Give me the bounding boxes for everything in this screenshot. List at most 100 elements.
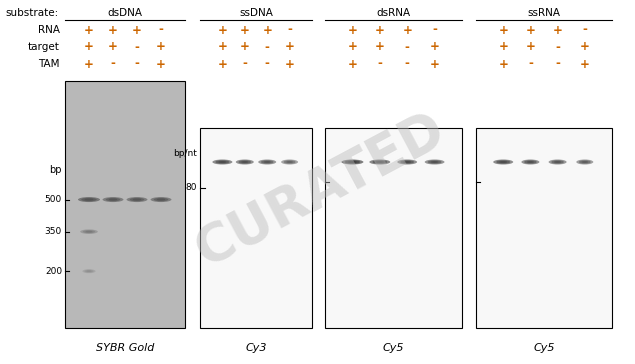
Ellipse shape bbox=[105, 198, 120, 201]
Text: +: + bbox=[156, 58, 166, 71]
Ellipse shape bbox=[551, 160, 564, 164]
Ellipse shape bbox=[239, 160, 251, 164]
Ellipse shape bbox=[398, 159, 417, 165]
Text: -: - bbox=[555, 58, 560, 71]
Text: -: - bbox=[265, 40, 270, 54]
Text: dsDNA: dsDNA bbox=[107, 8, 142, 18]
Ellipse shape bbox=[84, 270, 93, 273]
Ellipse shape bbox=[370, 159, 391, 165]
Text: +: + bbox=[525, 24, 535, 36]
Ellipse shape bbox=[376, 161, 384, 163]
Text: +: + bbox=[284, 58, 295, 71]
Text: +: + bbox=[156, 40, 166, 54]
Text: dsRNA: dsRNA bbox=[376, 8, 410, 18]
Text: +: + bbox=[580, 40, 590, 54]
Text: -: - bbox=[135, 58, 140, 71]
Text: +: + bbox=[217, 58, 227, 71]
Text: bp/nt: bp/nt bbox=[173, 149, 197, 158]
Text: +: + bbox=[402, 24, 412, 36]
Text: Cy5: Cy5 bbox=[383, 343, 404, 353]
Text: bp: bp bbox=[50, 165, 62, 175]
Text: -: - bbox=[432, 24, 437, 36]
Ellipse shape bbox=[554, 161, 561, 163]
Text: +: + bbox=[347, 40, 358, 54]
Text: +: + bbox=[498, 40, 508, 54]
Text: 200: 200 bbox=[45, 267, 62, 276]
Ellipse shape bbox=[212, 159, 232, 165]
Text: +: + bbox=[240, 40, 250, 54]
Ellipse shape bbox=[126, 197, 147, 202]
Ellipse shape bbox=[284, 160, 295, 164]
Ellipse shape bbox=[86, 270, 91, 272]
Bar bbox=[476, 128, 612, 328]
Ellipse shape bbox=[348, 161, 357, 163]
Text: target: target bbox=[28, 42, 60, 52]
Text: -: - bbox=[243, 58, 247, 71]
Text: +: + bbox=[430, 58, 439, 71]
Text: +: + bbox=[375, 24, 385, 36]
Ellipse shape bbox=[86, 231, 93, 233]
Bar bbox=[200, 128, 312, 328]
Ellipse shape bbox=[527, 161, 534, 163]
Text: +: + bbox=[525, 40, 535, 54]
Text: +: + bbox=[217, 40, 227, 54]
Text: -: - bbox=[159, 24, 163, 36]
Text: ssRNA: ssRNA bbox=[528, 8, 561, 18]
Text: +: + bbox=[430, 40, 439, 54]
Ellipse shape bbox=[493, 159, 513, 165]
Ellipse shape bbox=[400, 160, 414, 164]
Ellipse shape bbox=[261, 160, 274, 164]
Text: SYBR Gold: SYBR Gold bbox=[96, 343, 154, 353]
Text: -: - bbox=[265, 58, 270, 71]
Text: +: + bbox=[375, 40, 385, 54]
Ellipse shape bbox=[83, 269, 96, 273]
Text: ssDNA: ssDNA bbox=[239, 8, 273, 18]
Ellipse shape bbox=[373, 160, 387, 164]
Ellipse shape bbox=[521, 159, 539, 165]
Text: 500: 500 bbox=[44, 195, 62, 204]
Text: -: - bbox=[110, 58, 116, 71]
Ellipse shape bbox=[83, 230, 95, 233]
Text: Cy3: Cy3 bbox=[245, 343, 267, 353]
Ellipse shape bbox=[215, 160, 229, 164]
Ellipse shape bbox=[286, 161, 293, 163]
Text: -: - bbox=[287, 24, 292, 36]
Ellipse shape bbox=[264, 161, 271, 163]
Ellipse shape bbox=[549, 159, 566, 165]
Text: +: + bbox=[217, 24, 227, 36]
Text: +: + bbox=[580, 58, 590, 71]
Text: +: + bbox=[552, 24, 563, 36]
Text: +: + bbox=[132, 24, 142, 36]
Ellipse shape bbox=[524, 160, 537, 164]
Ellipse shape bbox=[258, 159, 276, 165]
Ellipse shape bbox=[403, 161, 411, 163]
Text: +: + bbox=[498, 58, 508, 71]
Ellipse shape bbox=[157, 198, 165, 201]
Ellipse shape bbox=[345, 160, 360, 164]
Text: 80: 80 bbox=[185, 183, 197, 193]
Ellipse shape bbox=[150, 197, 171, 202]
Text: Cy5: Cy5 bbox=[533, 343, 555, 353]
Bar bbox=[65, 81, 185, 328]
Bar bbox=[325, 128, 462, 328]
Text: +: + bbox=[347, 24, 358, 36]
Ellipse shape bbox=[579, 160, 591, 164]
Ellipse shape bbox=[84, 198, 93, 201]
Text: -: - bbox=[135, 40, 140, 54]
Text: RNA: RNA bbox=[38, 25, 60, 35]
Text: -: - bbox=[404, 40, 410, 54]
Text: TAM: TAM bbox=[39, 59, 60, 69]
Ellipse shape bbox=[154, 198, 168, 201]
Text: +: + bbox=[262, 24, 272, 36]
Text: substrate:: substrate: bbox=[5, 8, 58, 18]
Text: 350: 350 bbox=[44, 227, 62, 236]
Ellipse shape bbox=[425, 159, 444, 165]
Ellipse shape bbox=[81, 198, 97, 201]
Ellipse shape bbox=[236, 159, 254, 165]
Ellipse shape bbox=[342, 159, 363, 165]
Text: +: + bbox=[498, 24, 508, 36]
Ellipse shape bbox=[582, 161, 588, 163]
Ellipse shape bbox=[281, 159, 298, 165]
Ellipse shape bbox=[431, 161, 439, 163]
Ellipse shape bbox=[130, 198, 144, 201]
